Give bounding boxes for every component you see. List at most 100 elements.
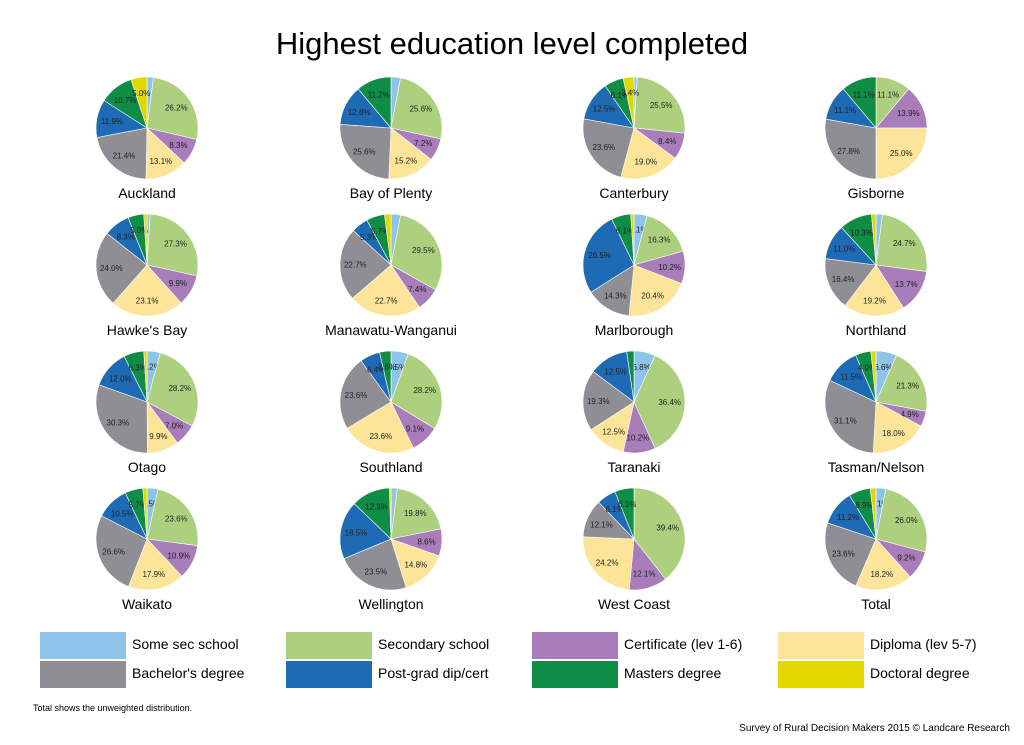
pie-wellington: 19.8% 8.6% 14.8% 23.5% 18.5% 12.3% Wellington [339,487,443,612]
pie-slice-diploma-lev-5-7 [351,264,420,317]
pie-slice-diploma-lev-5-7 [855,538,911,591]
pie-region-name: Southland [359,459,422,475]
pie-slice-bachelor-s-degree [824,118,877,180]
pie-slice-secondary-school [146,77,199,140]
data-label: 18.2% [870,570,893,579]
data-label: 19.0% [634,158,657,167]
data-label: 26.0% [895,516,918,525]
pie-southland: 5.5% 28.2% 9.1% 23.6% 23.6% 6.4%3.6% Southland [339,350,443,475]
pie-slice-diploma-lev-5-7 [844,264,904,317]
pie-slice-secondary-school [875,214,928,272]
pie-slice-secondary-school [146,488,199,547]
pie-slice-bachelor-s-degree [339,230,392,299]
pie-slice-doctoral-degree [622,76,635,129]
data-label: 11.5% [840,372,862,381]
data-label: 26.5% [588,251,611,260]
data-label: 26.2% [165,104,188,113]
data-label: 23.1% [136,297,159,306]
data-label: 10.2% [658,263,681,272]
pie-slice-doctoral-degree [389,487,392,540]
pie-slice-doctoral-degree [870,350,877,403]
data-label: 5.3% [360,233,378,242]
pie-slice-secondary-school [390,353,443,429]
footnote: Total shows the unweighted distribution. [33,703,193,713]
pie-slice-masters-degree [357,76,392,129]
data-label: 13.7% [895,280,918,289]
data-label: 6.3% [129,364,147,373]
data-label: 8.4% [658,137,676,146]
pie-slice-secondary-school [875,488,928,553]
pie-slice-diploma-lev-5-7 [872,401,922,454]
data-label: 25.0% [890,149,913,158]
data-label: 10.2% [626,434,649,443]
pie-slice-secondary-school [633,355,686,449]
pie-region-name: Bay of Plenty [350,185,433,201]
data-label: 28.2% [413,386,436,395]
data-label: 3.1% [870,500,888,509]
pie-otago: 4.2% 28.2% 7.0% 9.9% 30.3% 12.0%6.3% Otago [95,350,199,475]
pie-slice-diploma-lev-5-7 [582,536,635,591]
pie-slice-bachelor-s-degree [339,360,392,429]
data-label: 21.3% [896,381,919,390]
pie-region-name: Marlborough [595,322,674,338]
data-label: 23.6% [345,391,368,400]
pie-region-name: Gisborne [848,185,905,201]
pie-slice-secondary-school [390,214,443,291]
pie-region-name: Hawke's Bay [107,322,187,338]
data-label: 11.1% [834,106,856,115]
pie-slice-bachelor-s-degree [343,538,407,591]
pie-slice-doctoral-degree [142,487,148,540]
pie-auckland: 26.2% 8.3% 13.1% 21.4% 11.9% 10.7%5.0% Aucklan… [95,76,199,201]
data-label: 5.7% [371,227,389,236]
page-title: Highest education level completed [275,26,749,61]
data-label: 15.2% [395,156,418,165]
data-label: 12.5% [593,105,616,114]
data-label: 27.8% [837,147,860,156]
pie-slice-bachelor-s-degree [824,522,877,587]
data-label: 39.4% [656,523,679,532]
pie-slice-doctoral-degree [143,213,148,266]
data-label: 11.2% [368,91,390,100]
data-label: 6.4% [367,366,385,375]
data-label: 24.7% [893,239,916,248]
pie-slice-secondary-school [390,488,442,540]
pie-slice-doctoral-degree [630,213,635,266]
pie-marlborough: 4.1%16.3% 10.2% 20.4% 14.3% 26.5% 6.1% Marlbor… [582,213,686,338]
pie-slice-bachelor-s-degree [95,384,148,454]
pie-slice-bachelor-s-degree [582,118,635,178]
pie-slice-doctoral-degree [869,487,877,540]
data-label: 13.9% [897,109,920,118]
data-label: 18.0% [882,429,905,438]
data-label: 19.8% [404,509,427,518]
data-label: 4.9% [901,410,919,419]
data-label: 5.5% [388,363,406,372]
data-label: 7.0% [165,421,183,430]
data-label: 12.5% [602,427,625,436]
pie-taranaki: 6.8%36.4%10.2%12.5%19.3%12.5%Taranaki [582,350,686,475]
data-label: 31.1% [834,416,857,425]
data-label: 19.2% [863,297,886,306]
pie-slice-doctoral-degree [143,350,148,403]
data-label: 12.8% [348,108,371,117]
data-label: 24.2% [596,558,619,567]
pie-slice-masters-degree [626,350,635,403]
pie-region-name: Taranaki [608,459,661,475]
data-label: 12.3% [365,502,388,511]
data-label: 10.3% [850,228,873,237]
data-label: 6.1% [616,227,634,236]
data-label: 3.5% [142,500,160,509]
data-label: 23.6% [369,432,392,441]
pie-slice-secondary-school [875,354,928,412]
data-label: 19.3% [587,397,610,406]
pie-region-name: Total [861,596,891,612]
pie-region-name: Wellington [358,596,423,612]
pie-slice-diploma-lev-5-7 [628,264,682,317]
data-label: 12.0% [109,374,132,383]
data-label: 27.3% [164,240,187,249]
data-label: 8.3% [117,232,135,241]
data-label: 29.5% [412,246,435,255]
pie-region-name: Waikato [122,596,172,612]
data-label: 23.6% [592,143,615,152]
data-label: 9.2% [897,554,915,563]
data-label: 10.7% [114,96,137,105]
